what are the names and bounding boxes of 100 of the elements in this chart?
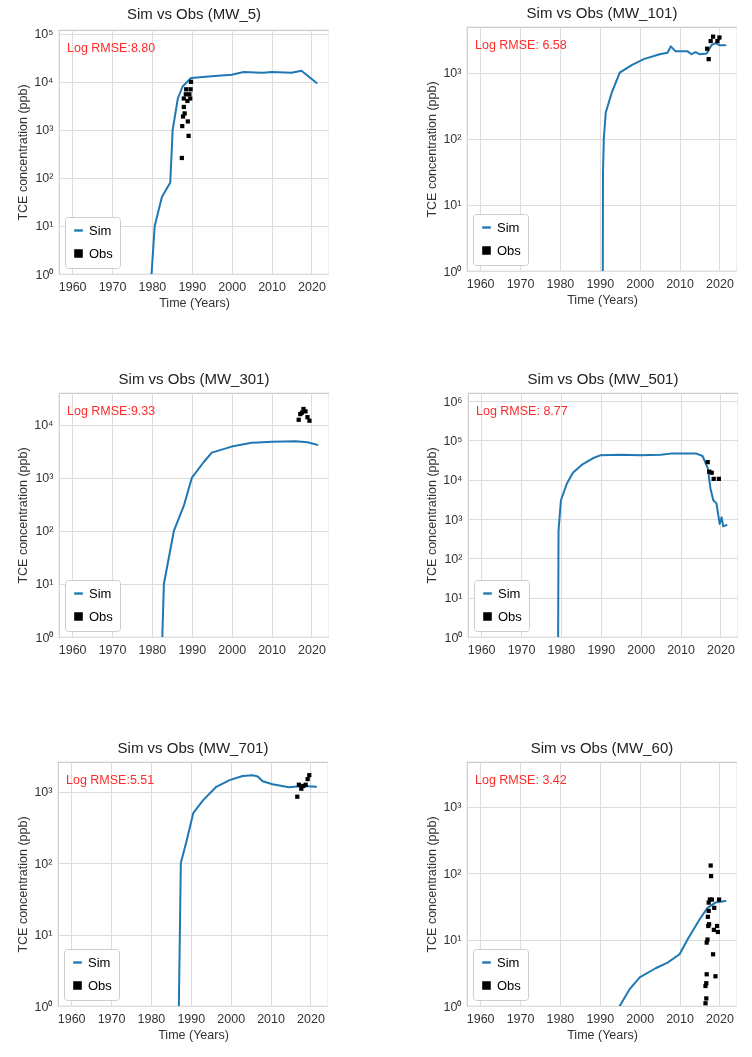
x-tick-label: 1960 xyxy=(467,642,496,657)
x-tick-label: 1990 xyxy=(586,276,615,291)
y-tick-label: 10¹ xyxy=(35,219,54,234)
legend-label: Obs xyxy=(497,977,522,993)
chart-title: Sim vs Obs (MW_501) xyxy=(527,370,679,387)
x-tick-label: 2010 xyxy=(257,1011,286,1026)
point xyxy=(704,996,709,1001)
point xyxy=(708,863,713,868)
point xyxy=(186,133,191,139)
line-series xyxy=(557,452,728,637)
x-tick-label: 2020 xyxy=(706,276,734,291)
x-tick-label: 1970 xyxy=(506,276,535,291)
y-axis-title: TCE concentration (ppb) xyxy=(425,447,440,584)
annotation: Log RMSE: 3.42 xyxy=(475,773,567,787)
x-tick-label: 1960 xyxy=(466,1011,495,1026)
y-axis-title: TCE concentration (ppb) xyxy=(425,816,440,953)
x-tick-label: 2000 xyxy=(218,642,247,657)
legend-label: Sim xyxy=(89,585,112,601)
x-tick-label: 2000 xyxy=(218,279,247,294)
point xyxy=(181,96,186,101)
x-tick-label: 1960 xyxy=(466,276,495,291)
y-tick-label: 10³ xyxy=(35,471,54,486)
x-tick-label: 1980 xyxy=(137,1011,166,1026)
annotation: Log RMSE:9.33 xyxy=(67,404,156,418)
x-tick-label: 1960 xyxy=(58,642,87,657)
x-tick-label: 2000 xyxy=(626,1011,655,1026)
x-tick-label: 1970 xyxy=(506,1011,535,1026)
x-tick-label: 1960 xyxy=(58,279,87,294)
chart-title: Sim vs Obs (MW_301) xyxy=(118,370,270,387)
y-tick-label: 10² xyxy=(443,866,462,881)
point xyxy=(305,415,310,420)
x-tick-label: 2000 xyxy=(626,276,655,291)
y-axis-title: TCE concentration (ppb) xyxy=(16,816,31,953)
x-tick-label: 1980 xyxy=(546,1011,575,1026)
y-tick-label: 10¹ xyxy=(443,933,462,948)
legend-label: Obs xyxy=(497,242,522,258)
legend-label: Sim xyxy=(498,585,521,601)
y-tick-label: 10³ xyxy=(444,512,463,527)
y-tick-label: 10⁰ xyxy=(443,264,463,279)
y-tick-label: 10¹ xyxy=(444,591,463,606)
x-tick-label: 1990 xyxy=(178,279,207,294)
chart-title: Sim vs Obs (MW_5) xyxy=(126,4,262,22)
y-axis-title: TCE concentration (ppb) xyxy=(16,447,31,584)
annotation: Log RMSE:8.80 xyxy=(67,41,156,55)
point xyxy=(185,119,190,124)
x-tick-label: 2020 xyxy=(706,1011,734,1026)
legend-label: Obs xyxy=(89,245,114,261)
x-tick-label: 1990 xyxy=(178,642,207,657)
x-tick-label: 1980 xyxy=(138,642,167,657)
x-tick-label: 1970 xyxy=(507,642,536,657)
legend-label: Obs xyxy=(89,608,114,624)
x-tick-label: 2020 xyxy=(298,642,326,657)
y-tick-label: 10³ xyxy=(34,785,53,800)
y-tick-label: 10⁰ xyxy=(443,999,463,1014)
y-tick-label: 10³ xyxy=(443,800,462,815)
y-tick-label: 10² xyxy=(35,171,54,186)
y-tick-label: 10⁰ xyxy=(35,630,55,645)
chart-title: Sim vs Obs (MW_60) xyxy=(530,739,674,756)
y-tick-label: 10⁵ xyxy=(34,27,54,42)
legend-label: Sim xyxy=(88,954,111,970)
x-tick-label: 1980 xyxy=(138,279,167,294)
x-tick-label: 1990 xyxy=(177,1011,206,1026)
line-series xyxy=(177,774,318,1006)
x-tick-label: 2010 xyxy=(667,642,696,657)
x-tick-label: 2010 xyxy=(666,276,695,291)
legend-label: Obs xyxy=(498,608,523,624)
legend-label: Sim xyxy=(497,954,520,970)
y-tick-label: 10⁵ xyxy=(443,433,463,448)
line-series xyxy=(150,69,318,274)
x-axis-title: Time (Years) xyxy=(159,296,230,310)
y-tick-label: 10¹ xyxy=(443,198,462,213)
x-tick-label: 1980 xyxy=(547,642,576,657)
point xyxy=(187,92,192,97)
x-tick-label: 1990 xyxy=(587,642,616,657)
legend-label: Sim xyxy=(497,219,520,235)
y-tick-label: 10⁴ xyxy=(443,473,463,488)
point xyxy=(713,974,718,979)
annotation: Log RMSE: 8.77 xyxy=(476,404,568,418)
y-axis-title: TCE concentration (ppb) xyxy=(16,84,31,221)
y-tick-label: 10⁶ xyxy=(443,394,463,409)
x-tick-label: 2020 xyxy=(298,279,326,294)
point xyxy=(715,38,720,44)
chart-title: Sim vs Obs (MW_101) xyxy=(526,4,678,21)
annotation: Log RMSE:5.51 xyxy=(66,773,155,787)
y-tick-label: 10³ xyxy=(35,123,54,138)
y-tick-label: 10⁴ xyxy=(34,75,54,90)
x-axis-title: Time (Years) xyxy=(158,1028,229,1042)
y-tick-label: 10³ xyxy=(443,66,462,81)
point xyxy=(307,418,312,423)
y-tick-label: 10² xyxy=(444,551,463,566)
x-tick-label: 2010 xyxy=(258,642,287,657)
y-tick-label: 10¹ xyxy=(35,577,54,592)
annotation: Log RMSE: 6.58 xyxy=(475,38,567,52)
x-tick-label: 1970 xyxy=(98,279,127,294)
x-tick-label: 1970 xyxy=(97,1011,126,1026)
x-axis-title: Time (Years) xyxy=(567,1028,638,1042)
line-series xyxy=(161,440,319,637)
x-tick-label: 2020 xyxy=(707,642,735,657)
point xyxy=(188,87,193,92)
x-tick-label: 2000 xyxy=(217,1011,246,1026)
